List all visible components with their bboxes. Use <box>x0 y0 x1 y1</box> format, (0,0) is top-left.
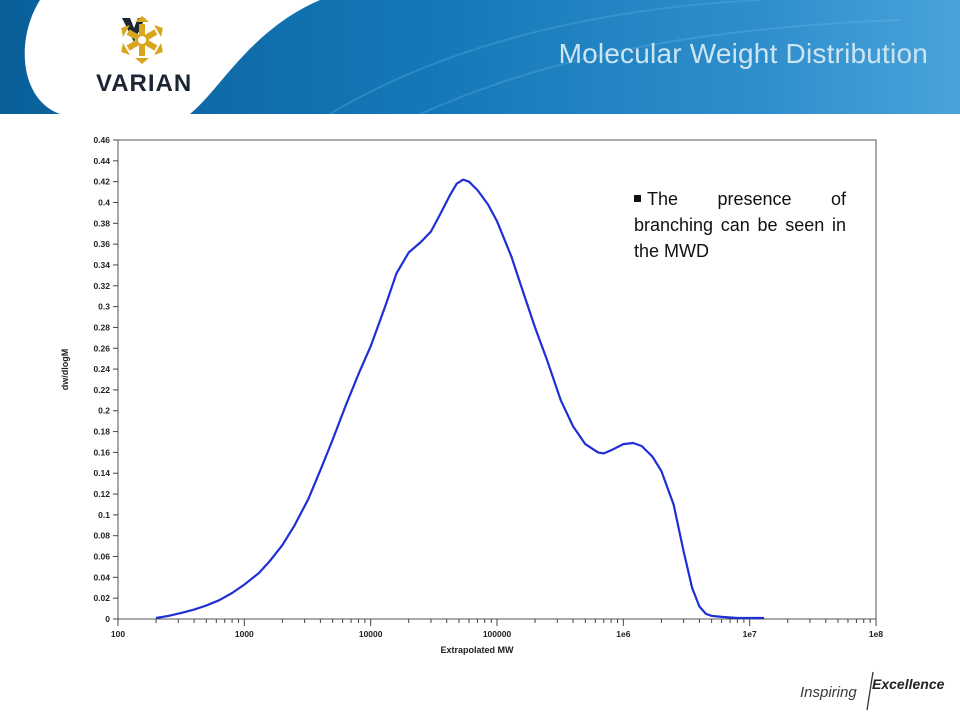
tagline-stroke-icon <box>866 671 874 711</box>
y-tick-label: 0.04 <box>93 572 110 582</box>
y-tick-label: 0.4 <box>98 197 110 207</box>
varian-star-logo-icon <box>121 16 163 64</box>
note-text: The presence of branching can be seen in… <box>634 186 846 264</box>
y-tick-label: 0.08 <box>93 531 110 541</box>
y-tick-label: 0.16 <box>93 447 110 457</box>
y-tick-label: 0.18 <box>93 427 110 437</box>
x-tick-label: 100000 <box>483 629 512 639</box>
brand-name: VARIAN <box>96 70 193 97</box>
y-tick-label: 0.42 <box>93 177 110 187</box>
slide-title: Molecular Weight Distribution <box>558 38 928 69</box>
series-line <box>155 178 765 620</box>
header-swoosh-2 <box>419 19 901 114</box>
x-tick-label: 1e6 <box>616 629 630 639</box>
y-tick-label: 0.44 <box>93 156 110 166</box>
note-body: The presence of branching can be seen in… <box>634 189 846 261</box>
mwd-chart: 0 0.02 0.04 0.06 0.08 0.1 0.12 0.14 0.16 0.18 0.2 0… <box>60 135 883 655</box>
y-tick-label: 0.46 <box>93 135 110 145</box>
x-tick-label: 1e8 <box>869 629 883 639</box>
y-tick-label: 0.3 <box>98 302 110 312</box>
y-tick-label: 0.34 <box>93 260 110 270</box>
y-tick-label: 0.02 <box>93 593 110 603</box>
y-tick-label: 0.26 <box>93 343 110 353</box>
tagline-inspiring: Inspiring <box>800 684 857 701</box>
y-axis-label: dw/dlogM <box>60 349 70 391</box>
tagline-excellence: Excellence <box>872 676 945 692</box>
y-tick-label: 0.12 <box>93 489 110 499</box>
x-axis: 100 1000 10000 100000 1e6 1e7 1e8 <box>111 619 883 639</box>
x-tick-label: 1e7 <box>743 629 757 639</box>
y-tick-label: 0.28 <box>93 322 110 332</box>
y-axis: 0 0.02 0.04 0.06 0.08 0.1 0.12 0.14 0.16 0.18 0.2 0… <box>93 135 118 624</box>
y-tick-label: 0.1 <box>98 510 110 520</box>
x-tick-label: 100 <box>111 629 125 639</box>
header-swoosh <box>329 0 761 114</box>
y-tick-label: 0.36 <box>93 239 110 249</box>
y-tick-label: 0.06 <box>93 552 110 562</box>
y-tick-label: 0 <box>105 614 110 624</box>
header-band <box>0 0 960 114</box>
y-tick-label: 0.24 <box>93 364 110 374</box>
square-bullet-icon <box>634 195 641 202</box>
y-tick-label: 0.2 <box>98 406 110 416</box>
x-tick-label: 10000 <box>359 629 383 639</box>
y-tick-label: 0.32 <box>93 281 110 291</box>
x-axis-label: Extrapolated MW <box>440 645 514 655</box>
y-tick-label: 0.14 <box>93 468 110 478</box>
y-tick-label: 0.22 <box>93 385 110 395</box>
x-tick-label: 1000 <box>235 629 254 639</box>
y-tick-label: 0.38 <box>93 218 110 228</box>
logo-lobe <box>24 0 321 114</box>
tagline: Inspiring Excellence <box>800 666 950 714</box>
